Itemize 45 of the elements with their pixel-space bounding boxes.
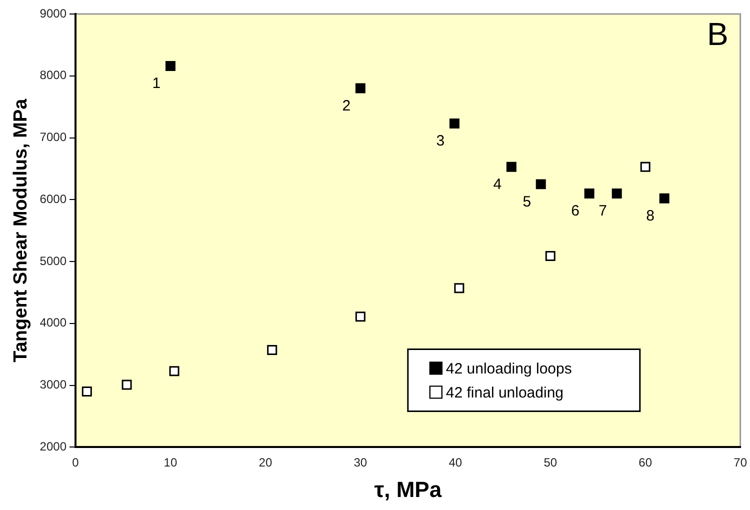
annotation: 6 xyxy=(571,202,580,220)
legend-label: 42 final unloading xyxy=(446,384,564,402)
y-tick-label: 8000 xyxy=(40,68,67,82)
annotation: 4 xyxy=(493,176,502,193)
annotation: 7 xyxy=(598,202,608,220)
point xyxy=(659,193,670,204)
x-axis-title: τ, MPa xyxy=(374,476,442,502)
point xyxy=(545,250,556,261)
point xyxy=(267,345,278,356)
x-tick-label: 60 xyxy=(638,456,652,470)
point xyxy=(122,380,132,390)
annotation: B xyxy=(706,16,728,52)
point xyxy=(355,312,366,322)
annotation: 3 xyxy=(436,132,445,150)
y-axis-title: Tangent Shear Modulus, MPa xyxy=(10,98,32,362)
x-tick-label: 20 xyxy=(258,456,272,470)
annotation: 5 xyxy=(522,193,532,210)
point xyxy=(169,366,180,376)
x-tick-label: 50 xyxy=(544,456,558,470)
x-tick-label: 70 xyxy=(734,456,748,470)
y-tick-label: 7000 xyxy=(40,130,67,144)
point xyxy=(612,188,622,198)
x-tick-label: 0 xyxy=(72,456,80,470)
y-tick-label: 9000 xyxy=(40,6,67,20)
y-tick-label: 5000 xyxy=(40,254,67,268)
point xyxy=(449,118,460,129)
point xyxy=(640,162,650,172)
x-tick-label: 10 xyxy=(164,456,178,470)
point xyxy=(165,60,176,71)
point xyxy=(536,179,546,190)
point xyxy=(82,386,92,396)
y-tick-label: 2000 xyxy=(40,440,67,454)
point xyxy=(454,283,464,294)
annotation: 8 xyxy=(646,208,655,225)
y-tick-label: 3000 xyxy=(40,378,67,392)
legend-label: 42 unloading loops xyxy=(446,360,572,378)
y-tick-label: 4000 xyxy=(40,316,67,330)
y-tick-label: 6000 xyxy=(40,192,67,206)
x-tick-label: 30 xyxy=(354,456,368,470)
x-tick-label: 40 xyxy=(448,456,462,470)
point xyxy=(506,162,516,172)
annotation: 2 xyxy=(342,97,351,114)
annotation: 1 xyxy=(152,75,161,92)
point xyxy=(355,83,366,94)
point xyxy=(584,188,594,198)
